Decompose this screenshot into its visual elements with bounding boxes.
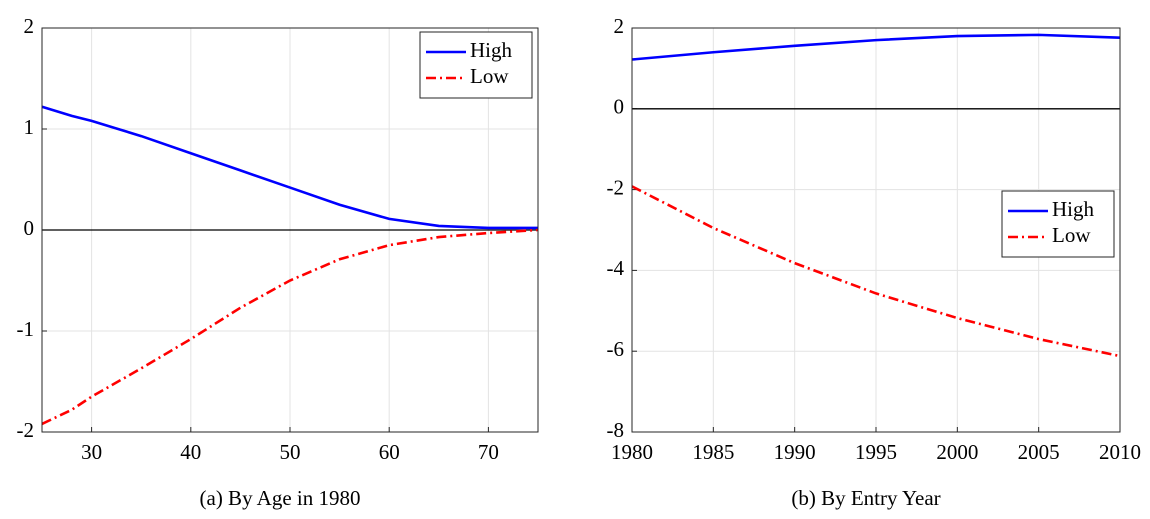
x-tick-label: 60: [379, 440, 400, 464]
legend-label: Low: [1052, 223, 1091, 247]
y-tick-label: -8: [607, 418, 625, 442]
legend-box: [419, 31, 533, 99]
legend-label: High: [1052, 197, 1095, 221]
plot-border: [41, 27, 539, 433]
x-tick-label: 30: [81, 440, 102, 464]
caption: (b) By Entry Year: [791, 486, 940, 510]
x-tick-label: 1985: [692, 440, 734, 464]
plot-border: [631, 27, 1121, 433]
y-tick-label: 0: [24, 216, 35, 240]
y-tick-label: 2: [614, 14, 625, 38]
x-tick-label: 2005: [1018, 440, 1060, 464]
x-tick-label: 50: [280, 440, 301, 464]
legend-label: Low: [470, 64, 509, 88]
x-tick-label: 40: [180, 440, 201, 464]
series-line: [631, 185, 1121, 358]
x-tick-label: 2010: [1099, 440, 1141, 464]
x-tick-label: 70: [478, 440, 499, 464]
y-tick-label: -6: [607, 337, 625, 361]
legend-label: High: [470, 38, 513, 62]
y-tick-label: -2: [17, 418, 35, 442]
y-tick-label: 2: [24, 14, 35, 38]
x-tick-label: 2000: [936, 440, 978, 464]
x-tick-label: 1995: [855, 440, 897, 464]
y-tick-label: -1: [17, 317, 35, 341]
x-tick-label: 1980: [611, 440, 653, 464]
series-line: [631, 33, 1121, 61]
y-tick-label: 0: [614, 95, 625, 119]
y-tick-label: -2: [607, 175, 625, 199]
caption: (a) By Age in 1980: [200, 486, 361, 510]
y-tick-label: 1: [24, 115, 35, 139]
series-line: [41, 105, 538, 230]
y-tick-label: -4: [607, 256, 625, 280]
x-tick-label: 1990: [774, 440, 816, 464]
legend-box: [1001, 190, 1115, 258]
